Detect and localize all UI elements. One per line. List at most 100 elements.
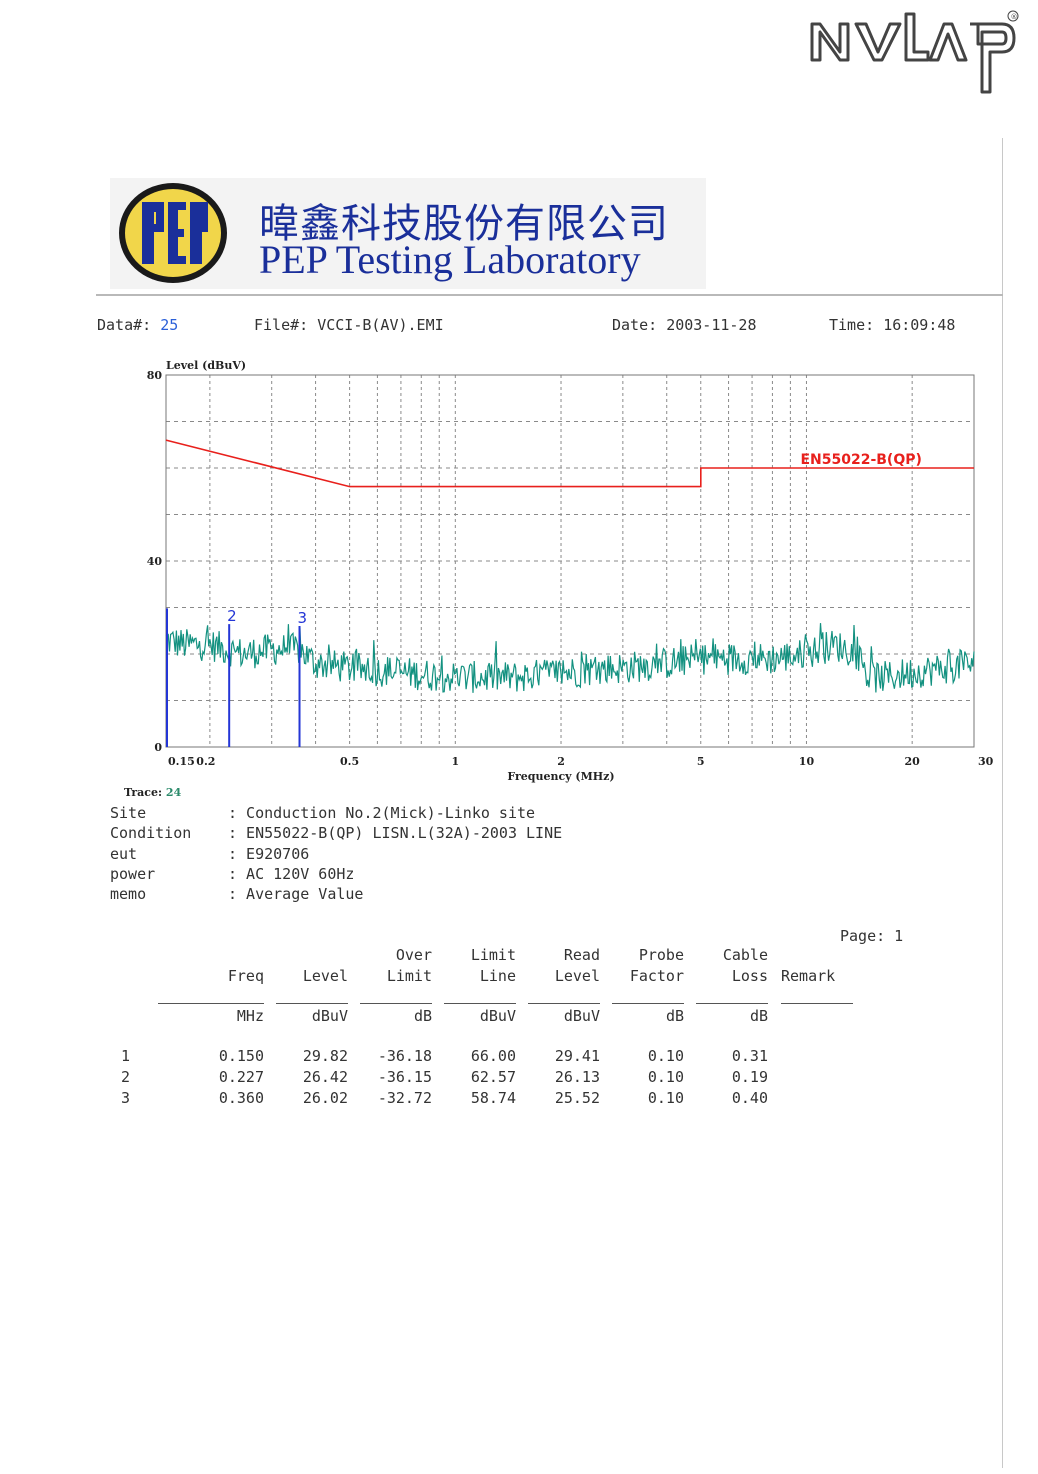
table-header-underline	[528, 1003, 600, 1004]
lab-name-chinese: 暐鑫科技股份有限公司	[259, 201, 669, 247]
tick-labels: 0 40 80 0.15 0.2 0.5 1 2 5 10 20 30	[147, 369, 994, 768]
table-cell: 0.227	[218, 1068, 264, 1086]
trace-info: Trace: 24	[124, 786, 181, 799]
header-divider	[96, 294, 1003, 296]
table-row-number: 3	[121, 1089, 131, 1107]
trace-series	[165, 623, 975, 693]
table-cell: 58.74	[470, 1089, 516, 1107]
table-header-underline	[612, 1003, 684, 1004]
table-cell: -36.15	[377, 1068, 432, 1086]
y-axis-label: Level (dBuV)	[166, 359, 246, 372]
info-row-power: power : AC 120V 60Hz	[110, 865, 354, 883]
info-row-memo: memo : Average Value	[110, 885, 363, 903]
table-header-bottom: Limit	[386, 967, 432, 985]
pep-emblem	[119, 183, 227, 283]
table-cell: -32.72	[377, 1089, 432, 1107]
x-tick-label: 0.5	[340, 755, 359, 768]
table-cell: 0.150	[218, 1047, 264, 1065]
table-unit: dB	[413, 1007, 432, 1025]
table-cell: 0.40	[731, 1089, 768, 1107]
plot-area-frame	[165, 374, 975, 748]
table-cell: 0.10	[647, 1068, 684, 1086]
table-cell: 29.41	[554, 1047, 600, 1065]
info-key: eut	[110, 845, 138, 863]
table-header-bottom: Level	[302, 967, 348, 985]
test-date-value: 2003-11-28	[666, 316, 757, 334]
page-right-rule	[1002, 138, 1003, 1468]
registered-mark: ®	[1011, 13, 1018, 21]
y-tick-label: 0	[154, 741, 162, 754]
x-tick-label: 1	[451, 755, 459, 768]
table-cell: 62.57	[470, 1068, 516, 1086]
info-value: : Average Value	[228, 885, 364, 903]
file-number: File#: VCCI-B(AV).EMI	[254, 316, 444, 334]
table-header-underline	[360, 1003, 432, 1004]
limit-series: EN55022-B(QP)	[165, 439, 974, 488]
file-number-value: VCCI-B(AV).EMI	[317, 316, 444, 334]
table-cell: 26.13	[554, 1068, 600, 1086]
table-row-number: 2	[121, 1068, 131, 1086]
table-cell: 26.42	[302, 1068, 348, 1086]
table-unit: dBuV	[563, 1007, 600, 1025]
x-tick-label: 20	[905, 755, 921, 768]
test-date: Date: 2003-11-28	[612, 316, 757, 334]
table-unit: dBuV	[311, 1007, 348, 1025]
test-time: Time: 16:09:48	[829, 316, 955, 334]
table-header-top: Limit	[470, 946, 516, 964]
table-cell: 25.52	[554, 1089, 600, 1107]
data-number-value: 25	[160, 316, 179, 334]
info-row-condition: Condition : EN55022-B(QP) LISN.L(32A)-200…	[110, 824, 562, 842]
table-header-bottom: Level	[554, 967, 600, 985]
chart-grid	[166, 375, 974, 747]
table-header-underline	[696, 1003, 768, 1004]
info-value: : Conduction No.2(Mick)-Linko site	[228, 804, 536, 822]
x-tick-label: 0.15	[168, 755, 195, 768]
table-header-underline	[276, 1003, 348, 1004]
info-row-site: Site : Conduction No.2(Mick)-Linko site	[110, 804, 535, 822]
table-header-underline	[444, 1003, 516, 1004]
x-tick-label: 2	[557, 755, 565, 768]
table-cell: 26.02	[302, 1089, 348, 1107]
table-header-underline	[781, 1003, 853, 1004]
test-time-value: 16:09:48	[883, 316, 956, 334]
x-axis-label: Frequency (MHz)	[507, 770, 614, 783]
marker-label: 2	[227, 607, 237, 625]
nvlap-logo: ®	[810, 10, 1019, 94]
table-header-top: Probe	[638, 946, 684, 964]
table-header-bottom: Remark	[781, 967, 836, 985]
marker-label: 3	[298, 609, 308, 627]
limit-line-label: EN55022-B(QP)	[800, 452, 921, 468]
test-date-label: Date:	[612, 316, 658, 334]
info-value: : AC 120V 60Hz	[228, 865, 355, 883]
trace-label: Trace:	[124, 786, 163, 799]
table-unit: dB	[665, 1007, 684, 1025]
table-cell: 0.10	[647, 1047, 684, 1065]
table-unit: dBuV	[479, 1007, 516, 1025]
table-unit: MHz	[236, 1007, 264, 1025]
table-header-top: Cable	[722, 946, 768, 964]
emi-chart: 0 40 80 0.15 0.2 0.5 1 2 5 10 20 30 Level (dBuV) Fr…	[147, 359, 994, 783]
table-header-top: Over	[395, 946, 432, 964]
y-tick-label: 80	[147, 369, 163, 382]
table-row-number: 1	[121, 1047, 131, 1065]
table-header-bottom: Freq	[227, 967, 264, 985]
limit-line	[165, 439, 974, 488]
info-key: power	[110, 865, 156, 883]
table-header-bottom: Factor	[629, 967, 684, 985]
table-cell: 0.31	[731, 1047, 768, 1065]
table-header-bottom: Line	[479, 967, 516, 985]
x-tick-label: 10	[799, 755, 815, 768]
info-value: : E920706	[228, 845, 310, 863]
info-key: memo	[110, 885, 147, 903]
file-number-label: File#:	[254, 316, 309, 334]
table-header-top: Read	[563, 946, 600, 964]
page-number: Page: 1	[840, 927, 904, 945]
table-cell: 29.82	[302, 1047, 348, 1065]
table-header-bottom: Loss	[731, 967, 768, 985]
info-key: Condition	[110, 824, 192, 842]
table-cell: 0.19	[731, 1068, 768, 1086]
info-value: : EN55022-B(QP) LISN.L(32A)-2003 LINE	[228, 824, 563, 842]
table-cell: 66.00	[470, 1047, 516, 1065]
info-key: Site	[110, 804, 147, 822]
